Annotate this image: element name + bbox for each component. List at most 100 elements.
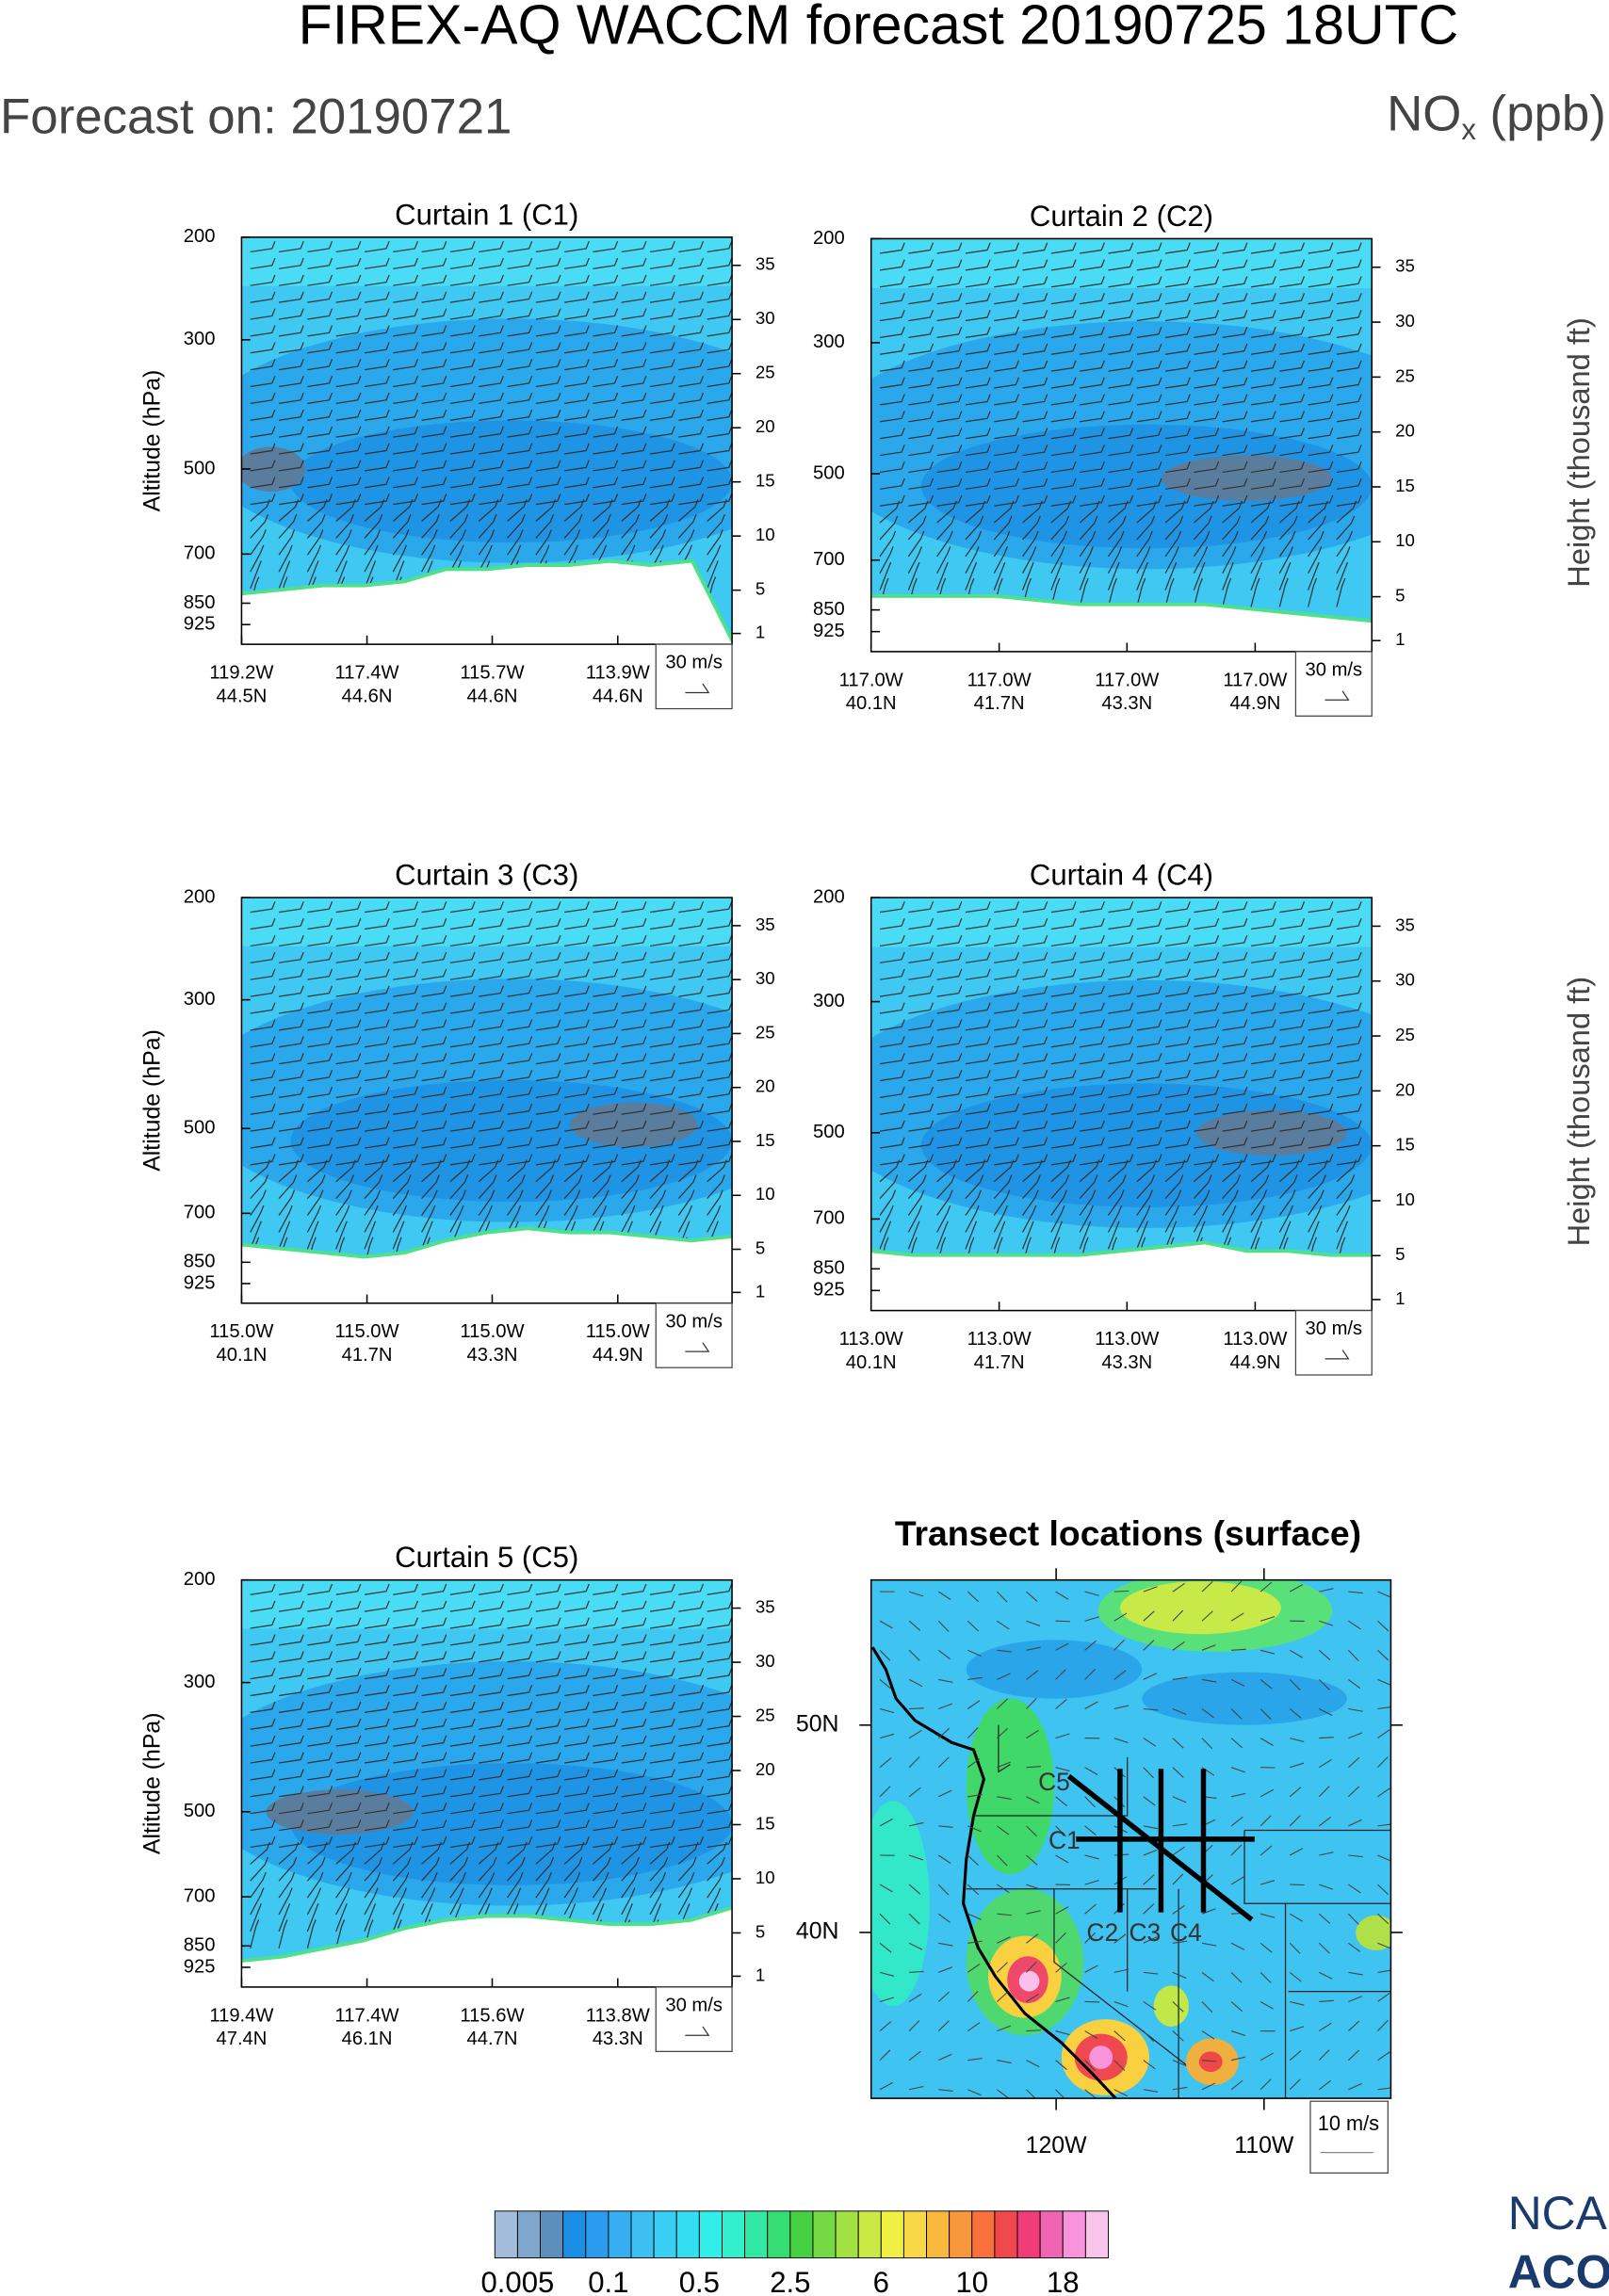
wind-barb	[1136, 577, 1146, 607]
wind-barb	[1050, 561, 1064, 590]
x-tick-label: 41.7N	[974, 1352, 1025, 1373]
wind-vector	[1113, 1612, 1128, 1622]
wind-barb	[479, 308, 504, 320]
wind-barb	[563, 499, 585, 522]
wind-barb	[250, 375, 276, 388]
wind-barb	[449, 1189, 466, 1216]
wind-barb	[478, 1205, 493, 1233]
wind-barb	[1279, 1036, 1306, 1048]
wind-vector	[1084, 1669, 1096, 1680]
wind-barb	[449, 1053, 476, 1065]
wind-vector	[1026, 1766, 1041, 1769]
wind-barb	[507, 968, 533, 980]
wind-barb	[307, 1769, 333, 1781]
wind-barb	[393, 1735, 419, 1747]
y-tick-label: 700	[813, 1208, 845, 1229]
wind-barb	[1107, 546, 1123, 574]
wind-barb	[965, 1221, 978, 1250]
wind-barb	[1308, 1159, 1328, 1183]
wind-barb	[1250, 310, 1276, 322]
wind-barb	[1022, 343, 1048, 355]
wind-vector	[967, 2058, 983, 2062]
map-contour	[1089, 2045, 1113, 2069]
wind-barb	[1108, 477, 1134, 490]
wind-barb	[564, 1154, 590, 1166]
x-tick-label: 40.1N	[846, 1352, 897, 1373]
wind-vector	[1172, 1796, 1187, 1803]
wind-barb	[364, 544, 379, 573]
wind-barb	[335, 1103, 362, 1115]
wind-barb	[1164, 1205, 1179, 1233]
wind-barb	[564, 1668, 590, 1680]
wind-barb	[879, 461, 905, 474]
wind-barb	[593, 325, 619, 337]
wind-barb	[364, 1600, 390, 1612]
wind-barb	[936, 293, 963, 305]
wind-barb	[879, 1174, 899, 1200]
wind-barb	[621, 1841, 642, 1865]
wind-barb	[678, 274, 705, 286]
colorbar-swatch	[857, 2210, 882, 2259]
wind-barb	[994, 310, 1019, 322]
wind-barb	[621, 240, 647, 253]
wind-vector	[937, 1854, 951, 1865]
terrain	[241, 1909, 733, 1987]
wind-barb	[479, 1685, 504, 1697]
map-contour	[966, 1640, 1143, 1699]
transect-line	[1066, 1773, 1254, 1922]
wind-barb	[1079, 1174, 1098, 1200]
colorbar-swatch	[608, 2210, 632, 2259]
wind-barb	[393, 1786, 419, 1798]
wind-barb	[564, 1701, 590, 1714]
wind-barb	[535, 529, 552, 556]
wind-barb	[392, 1871, 410, 1899]
wind-barb	[479, 1600, 504, 1612]
wind-barb	[649, 342, 675, 354]
wind-vector	[1377, 1591, 1391, 1598]
wind-barb	[1080, 1069, 1105, 1082]
wind-barb	[1250, 1205, 1265, 1233]
wind-vector	[908, 1756, 920, 1769]
colorbar-swatch	[926, 2210, 951, 2259]
wind-barb	[707, 1069, 733, 1082]
wind-barb	[507, 1019, 533, 1031]
wind-vector	[1230, 2056, 1246, 2062]
wind-barb	[364, 1617, 390, 1629]
wind-barb	[535, 968, 561, 980]
wind-barb	[908, 428, 935, 440]
wind-barb	[678, 1701, 705, 1714]
wind-barb	[994, 360, 1019, 372]
wind-barb	[479, 1718, 504, 1730]
wind-barb	[535, 1159, 557, 1183]
wind-barb	[621, 1137, 647, 1149]
wind-barb	[649, 291, 675, 303]
wind-vector	[908, 1942, 923, 1950]
wind-barb	[449, 1735, 476, 1747]
wind-barb	[393, 409, 419, 421]
colorbar-swatch	[789, 2210, 814, 2259]
wind-barb	[965, 1174, 984, 1200]
wind-barb	[1165, 934, 1191, 947]
wind-barb	[1050, 377, 1077, 389]
wind-barb	[449, 392, 476, 404]
wind-vector	[1026, 1854, 1038, 1866]
colorbar-swatch	[562, 2210, 587, 2259]
wind-barb	[307, 342, 333, 354]
wind-barb	[1250, 546, 1265, 574]
wind-barb	[479, 1002, 504, 1014]
wind-barb	[250, 1685, 276, 1697]
wind-barb	[936, 445, 963, 457]
wind-barb	[507, 1154, 533, 1166]
wind-barb	[421, 1617, 447, 1629]
wind-barb	[393, 1154, 419, 1166]
wind-barb	[592, 529, 609, 556]
wind-barb	[393, 1685, 419, 1697]
wind-barb	[507, 409, 533, 421]
wind-barb	[621, 1819, 647, 1832]
wind-barb	[994, 1019, 1019, 1031]
wind-barb	[507, 1856, 526, 1882]
wind-vector	[908, 1884, 921, 1895]
wind-vector	[1201, 2030, 1215, 2040]
wind-barb	[707, 493, 733, 506]
wind-barb	[1164, 1221, 1178, 1250]
